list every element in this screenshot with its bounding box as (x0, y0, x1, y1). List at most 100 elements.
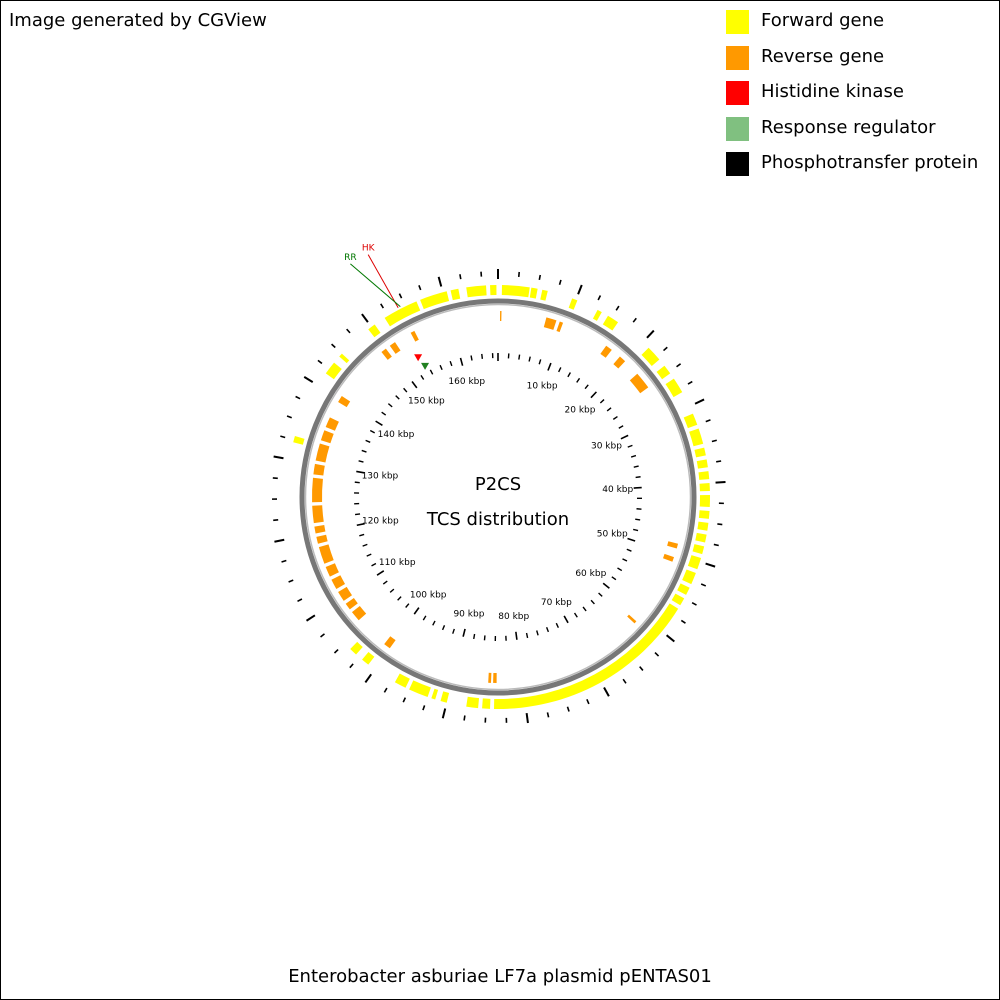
forward-gene (692, 544, 705, 555)
ruler-tick (618, 425, 624, 429)
outer-tick (586, 699, 590, 705)
reverse-gene (629, 373, 649, 394)
outer-tick (715, 481, 726, 484)
ruler-tick (635, 518, 641, 521)
outer-tick (558, 279, 562, 285)
reverse-gene (351, 605, 367, 621)
rr-callout-line (350, 263, 401, 307)
ruler-tick (389, 588, 395, 593)
reverse-gene (499, 311, 502, 322)
outer-tick-ring (272, 269, 726, 724)
ruler-tick (584, 384, 589, 390)
outer-tick (538, 274, 542, 281)
reverse-gene (325, 417, 339, 431)
ruler-tick (381, 411, 387, 416)
outer-tick (459, 274, 462, 280)
ruler-tick (547, 362, 552, 371)
reverse-gene (338, 396, 351, 408)
ruler-tick (515, 631, 518, 640)
outer-tick (665, 634, 675, 643)
ruler-label: 50 kbp (597, 530, 628, 540)
outer-tick (349, 663, 354, 669)
legend-swatch (726, 10, 749, 34)
forward-gene (339, 353, 350, 364)
ruler-tick (528, 356, 531, 362)
ruler-tick (606, 407, 612, 412)
ruler-tick (354, 513, 361, 516)
outer-tick (441, 708, 447, 719)
ruler-label: 160 kbp (448, 377, 485, 387)
ruler-tick (432, 620, 436, 626)
forward-gene (694, 447, 706, 458)
outer-tick (694, 398, 705, 405)
forward-gene (689, 428, 704, 447)
ruler-tick (413, 607, 420, 615)
outer-tick (700, 583, 707, 587)
reverse-gene (315, 443, 330, 463)
ruler-tick (635, 476, 641, 479)
outer-tick (654, 651, 660, 657)
forward-gene (350, 641, 363, 655)
forward-gene (529, 287, 538, 299)
ruler-tick (369, 429, 376, 434)
reverse-gene (318, 544, 334, 564)
outer-tick (691, 601, 697, 606)
ruler-label: 40 kbp (602, 485, 633, 495)
ruler-tick (627, 444, 633, 448)
ruler-tick (397, 596, 402, 601)
outer-tick (603, 686, 610, 697)
legend-swatch (726, 45, 749, 70)
ruler-tick (627, 537, 636, 542)
ruler-tick (395, 395, 400, 400)
ruler-tick (590, 391, 598, 399)
ruler-tick (459, 357, 464, 366)
outer-tick (566, 706, 570, 712)
ruler-tick (617, 567, 623, 572)
outer-tick (662, 346, 668, 352)
forward-gene (687, 555, 702, 570)
ruler-tick (405, 603, 410, 608)
forward-gene (420, 291, 450, 310)
outer-tick (646, 329, 655, 339)
forward-gene (695, 532, 707, 543)
outer-tick (280, 435, 286, 439)
reverse-gene (320, 430, 334, 444)
forward-gene (494, 603, 679, 709)
ruler-tick (403, 387, 408, 393)
outer-tick (320, 633, 325, 638)
reverse-gene (316, 534, 328, 544)
forward-gene (540, 289, 548, 301)
ruler-tick (452, 628, 455, 634)
outer-tick (711, 439, 717, 443)
ruler-tick (590, 599, 595, 605)
hk-callout-label: HK (362, 244, 376, 254)
reverse-gene (345, 598, 358, 610)
forward-gene-track (293, 285, 710, 709)
ruler-tick (359, 533, 365, 537)
outer-tick (676, 363, 682, 368)
reverse-gene (543, 317, 557, 330)
outer-tick (717, 523, 723, 526)
outer-tick (286, 415, 292, 419)
reverse-gene (556, 321, 564, 333)
ruler-tick (573, 612, 578, 618)
outer-tick (364, 673, 373, 684)
forward-gene (450, 288, 461, 301)
reverse-gene (389, 342, 401, 354)
ruler-tick (470, 355, 473, 361)
forward-gene (698, 471, 710, 480)
ruler-label: 60 kbp (575, 569, 606, 579)
outer-tick (525, 712, 529, 724)
ruler-tick (545, 626, 550, 633)
ruler-tick (622, 558, 628, 562)
ruler-tick (481, 353, 484, 359)
reverse-gene (613, 356, 626, 369)
ruler-tick (582, 606, 587, 612)
credit-text: Image generated by CGView (9, 10, 267, 31)
map-title-line2: TCS distribution (426, 509, 569, 530)
reverse-gene (600, 345, 612, 358)
ruler-tick (518, 354, 521, 360)
reverse-gene (331, 575, 346, 589)
ruler-tick (356, 470, 365, 474)
outer-tick (303, 376, 314, 383)
